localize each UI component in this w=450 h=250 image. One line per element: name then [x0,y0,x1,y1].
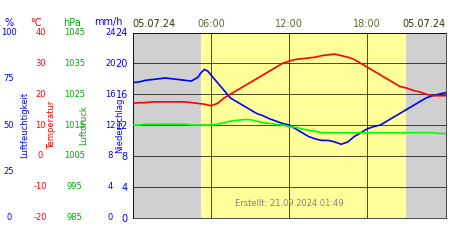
Text: 30: 30 [35,59,46,68]
Text: 1005: 1005 [64,151,85,160]
Text: 24: 24 [105,28,116,37]
Text: 4: 4 [108,182,113,191]
Text: 0: 0 [108,213,113,222]
Text: 18:00: 18:00 [353,19,381,29]
Text: 1045: 1045 [64,28,85,37]
Text: hPa: hPa [63,18,81,28]
Text: -10: -10 [34,182,47,191]
Text: 75: 75 [4,74,14,83]
Text: %: % [4,18,13,28]
Text: Erstellt: 21.09.2024 01:49: Erstellt: 21.09.2024 01:49 [235,199,343,208]
Text: 40: 40 [35,28,46,37]
Text: 20: 20 [35,90,46,99]
Text: Luftdruck: Luftdruck [79,105,88,145]
Text: 20: 20 [105,59,116,68]
Bar [201,32,406,218]
Text: 05.07.24: 05.07.24 [133,19,176,29]
Text: Temperatur: Temperatur [47,101,56,149]
Text: 1035: 1035 [64,59,85,68]
Text: 1025: 1025 [64,90,85,99]
Text: -20: -20 [34,213,47,222]
Text: 0: 0 [38,151,43,160]
Text: 100: 100 [1,28,17,37]
Text: 10: 10 [35,120,46,130]
Text: 50: 50 [4,120,14,130]
Text: 0: 0 [6,213,12,222]
Text: 8: 8 [108,151,113,160]
Text: 12: 12 [105,120,116,130]
Text: 05.07.24: 05.07.24 [402,19,446,29]
Text: Luftfeuchtigkeit: Luftfeuchtigkeit [20,92,29,158]
Text: °C: °C [30,18,42,28]
Text: 25: 25 [4,167,14,176]
Text: 1015: 1015 [64,120,85,130]
Text: 12:00: 12:00 [275,19,303,29]
Text: 995: 995 [67,182,82,191]
Text: 16: 16 [105,90,116,99]
Text: Niederschlag: Niederschlag [115,97,124,153]
Text: 06:00: 06:00 [197,19,225,29]
Text: 985: 985 [66,213,82,222]
Text: mm/h: mm/h [94,18,122,28]
